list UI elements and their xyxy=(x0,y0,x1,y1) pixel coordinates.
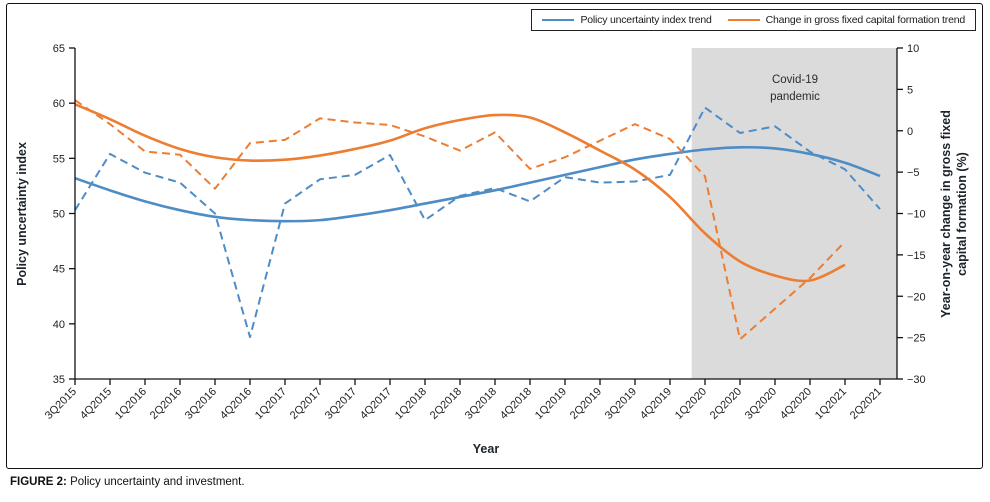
right-tick-label: −15 xyxy=(907,250,926,262)
right-tick-label: 10 xyxy=(907,43,919,55)
legend-item-gfcf: Change in gross fixed capital formation … xyxy=(727,14,966,26)
left-tick-label: 40 xyxy=(53,319,65,331)
right-tick-label: −30 xyxy=(907,374,926,386)
x-tick-label: 3Q2019 xyxy=(603,386,639,422)
x-tick-label: 3Q2016 xyxy=(183,386,219,422)
x-tick-label: 1Q2016 xyxy=(113,386,149,422)
right-tick-label: −10 xyxy=(907,209,926,221)
figure-caption: FIGURE 2: Policy uncertainty and investm… xyxy=(10,476,245,488)
x-tick-label: 2Q2020 xyxy=(708,386,744,422)
x-tick-label: 2Q2016 xyxy=(148,386,184,422)
right-tick-label: −5 xyxy=(907,167,920,179)
right-axis-title-line2: capital formation (%) xyxy=(955,152,969,276)
x-tick-label: 3Q2015 xyxy=(43,386,79,422)
left-tick-label: 35 xyxy=(53,374,65,386)
pui-actual-line xyxy=(74,106,881,339)
legend: Policy uncertainty index trend Change in… xyxy=(531,9,976,31)
covid-annotation: Covid-19 pandemic xyxy=(740,72,850,106)
figure-caption-label: FIGURE 2: xyxy=(10,476,67,488)
x-tick-label: 3Q2018 xyxy=(463,386,499,422)
x-tick-label: 4Q2020 xyxy=(778,386,814,422)
x-tick-label: 1Q2020 xyxy=(673,386,709,422)
right-tick-label: 5 xyxy=(907,84,913,96)
x-tick-label: 1Q2017 xyxy=(253,386,289,422)
x-tick-label: 3Q2017 xyxy=(323,386,359,422)
x-tick-label: 4Q2018 xyxy=(498,386,534,422)
covid-shaded-region-layer xyxy=(691,48,897,379)
legend-label: Policy uncertainty index trend xyxy=(580,14,712,26)
x-tick-label: 3Q2020 xyxy=(743,386,779,422)
legend-item-policy-uncertainty: Policy uncertainty index trend xyxy=(542,14,712,26)
left-tick-label: 65 xyxy=(53,43,65,55)
x-axis-title: Year xyxy=(473,442,500,456)
figure-caption-text: Policy uncertainty and investment. xyxy=(66,476,245,488)
x-tick-label: 4Q2016 xyxy=(218,386,254,422)
x-tick-label: 2Q2021 xyxy=(848,386,884,422)
right-tick-label: −25 xyxy=(907,333,926,345)
left-tick-label: 55 xyxy=(53,153,65,165)
x-tick-label: 2Q2018 xyxy=(428,386,464,422)
legend-label: Change in gross fixed capital formation … xyxy=(765,14,966,26)
covid-annotation-line2: pandemic xyxy=(770,91,820,103)
legend-line-swatch-orange xyxy=(727,19,760,21)
left-axis-title: Policy uncertainty index xyxy=(15,142,29,286)
x-tick-label: 4Q2019 xyxy=(638,386,674,422)
x-tick-label: 4Q2017 xyxy=(358,386,394,422)
gfcf-actual-line xyxy=(74,99,846,341)
legend-line-swatch-blue xyxy=(542,19,575,21)
axes-layer xyxy=(69,47,903,385)
left-tick-label: 60 xyxy=(53,98,65,110)
x-tick-label: 1Q2021 xyxy=(813,386,849,422)
chart-canvas: 656055504540351050−5−10−15−20−25−303Q201… xyxy=(15,43,969,456)
pui-trend-line xyxy=(74,145,881,223)
gfcf-trend-line xyxy=(74,103,846,283)
covid-annotation-line1: Covid-19 xyxy=(771,74,819,86)
left-tick-label: 45 xyxy=(53,264,65,276)
left-tick-label: 50 xyxy=(53,209,65,221)
right-tick-label: 0 xyxy=(907,126,913,138)
x-tick-label: 1Q2019 xyxy=(533,386,569,422)
series-layer xyxy=(74,99,881,341)
x-tick-label: 4Q2015 xyxy=(78,386,114,422)
x-tick-label: 2Q2017 xyxy=(288,386,324,422)
x-tick-label: 1Q2018 xyxy=(393,386,429,422)
right-axis-title-line1: Year-on-year change in gross fixed xyxy=(939,110,953,318)
x-tick-label: 2Q2019 xyxy=(568,386,604,422)
covid-shaded-region xyxy=(691,48,897,379)
right-tick-label: −20 xyxy=(907,291,926,303)
